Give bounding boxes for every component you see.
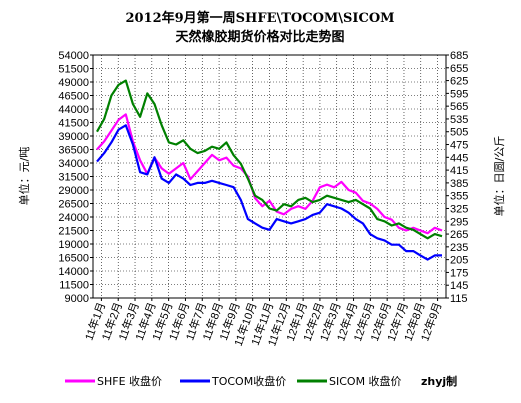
y-right-tick-label: 145 [450, 280, 468, 292]
y-left-tick-label: 51500 [58, 64, 89, 76]
y-left-tick-label: 39000 [58, 131, 89, 143]
y-right-tick-label: 385 [450, 178, 468, 190]
y-left-tick-label: 44000 [58, 104, 89, 116]
y-right-tick-label: 355 [450, 191, 468, 203]
y-right-tick-label: 295 [450, 216, 468, 228]
y-left-tick-label: 36500 [58, 145, 89, 157]
y-left-tick-label: 46500 [58, 91, 89, 103]
y-left-tick-label: 21500 [58, 226, 89, 238]
legend-label-shfe: SHFE 收盘价 [97, 374, 162, 388]
y-right-tick-label: 685 [450, 50, 468, 62]
y-axis-right: 6856556255955655355054754454153853553252… [446, 50, 468, 305]
y-left-tick-label: 31500 [58, 172, 89, 184]
y-left-tick-label: 16500 [58, 253, 89, 265]
y-right-tick-label: 325 [450, 203, 468, 215]
y-right-tick-label: 205 [450, 255, 468, 267]
credit-label: zhyj制 [421, 374, 457, 388]
y-right-tick-label: 505 [450, 127, 468, 139]
legend: SHFE 收盘价 TOCOM收盘价 SICOM 收盘价 zhyj制 [65, 374, 457, 388]
y-left-tick-label: 54000 [58, 50, 89, 62]
y-left-tick-label: 26500 [58, 199, 89, 211]
series-line-tocom [96, 124, 442, 261]
y-right-tick-label: 265 [450, 229, 468, 241]
series-line-sicom [96, 79, 443, 240]
y-left-tick-label: 24000 [58, 212, 89, 224]
y-right-tick-label: 565 [450, 101, 468, 113]
x-axis: 11年1月11年2月11年3月11年4月11年5月11年6月11年7月11年8月… [82, 298, 444, 348]
series-line-shfe [96, 113, 443, 235]
y-left-tick-label: 19000 [58, 239, 89, 251]
y-right-tick-label: 595 [450, 88, 468, 100]
y-right-tick-label: 115 [450, 293, 468, 305]
chart-subtitle: 天然橡胶期货价格对比走势图 [175, 29, 344, 45]
y-right-tick-label: 235 [450, 242, 468, 254]
y-right-tick-label: 445 [450, 152, 468, 164]
y-left-tick-label: 34000 [58, 158, 89, 170]
y-right-tick-label: 175 [450, 267, 468, 279]
y-right-tick-label: 625 [450, 76, 468, 88]
legend-label-tocom: TOCOM收盘价 [211, 374, 286, 388]
y-left-tick-label: 41500 [58, 118, 89, 130]
y-left-tick-label: 14000 [58, 266, 89, 278]
y-right-tick-label: 655 [450, 63, 468, 75]
chart-title: 2012年9月第一周SHFE\TOCOM\SICOM [125, 10, 394, 26]
y-axis-left-label: 单位：元/吨 [17, 147, 31, 206]
y-right-tick-label: 475 [450, 140, 468, 152]
y-right-tick-label: 535 [450, 114, 468, 126]
y-right-tick-label: 415 [450, 165, 468, 177]
y-left-tick-label: 29000 [58, 185, 89, 197]
y-left-tick-label: 11500 [59, 280, 89, 292]
grid [93, 54, 446, 299]
y-left-tick-label: 49000 [58, 77, 89, 89]
y-axis-right-label: 单位：日圆/公斤 [492, 136, 506, 217]
series-layer [96, 79, 443, 261]
legend-label-sicom: SICOM 收盘价 [329, 374, 402, 388]
y-left-tick-label: 9000 [65, 293, 89, 305]
